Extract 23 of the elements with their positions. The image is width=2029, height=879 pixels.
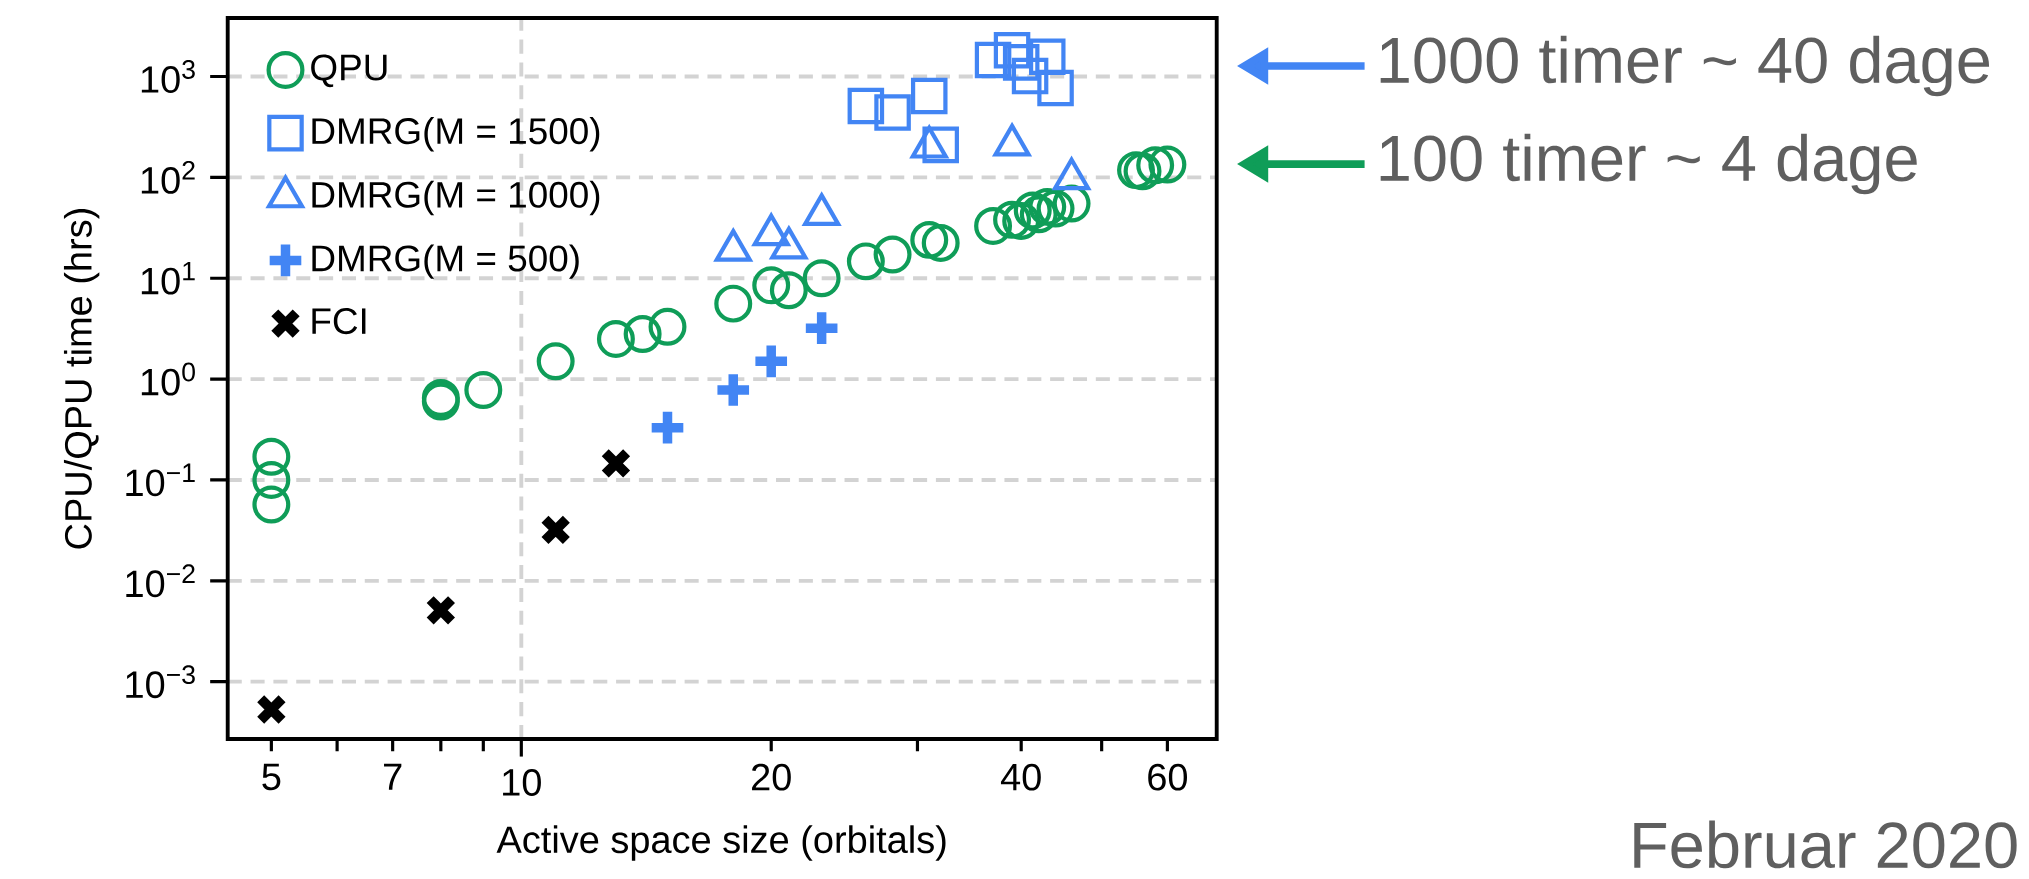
- legend-label: FCI: [312, 308, 366, 335]
- y-tick-label: 10$^{0}$: [141, 362, 195, 396]
- x-tick-label: 60: [1148, 763, 1188, 791]
- y-tick-label: 10$^{1}$: [141, 261, 195, 295]
- x-tick-label: 7: [384, 763, 402, 790]
- y-tick-label: 10$^{−3}$: [126, 665, 195, 699]
- x-tick-label: 10: [503, 768, 541, 796]
- x-tick-label: 20: [752, 763, 791, 791]
- y-tick-label: 10$^{−1}$: [126, 463, 195, 497]
- x-axis-title: Active space size (orbitals): [496, 825, 946, 861]
- legend-label: DMRG(M = 500): [312, 244, 579, 279]
- text: 1000 timer ~ 40 dage: [1380, 35, 1990, 97]
- legend-label: DMRG(M = 1000): [312, 180, 600, 216]
- legend-label: QPU: [311, 54, 387, 88]
- x-tick-label: 5: [262, 763, 281, 791]
- y-tick-label: 10$^{3}$: [141, 60, 195, 93]
- text: Februar 2020: [1634, 820, 2017, 869]
- y-axis-title: CPU/QPU time (hrs): [63, 209, 100, 549]
- y-tick-label: 10$^{−2}$: [126, 564, 195, 598]
- x-tick-label: 40: [1000, 763, 1041, 791]
- y-tick-label: 10$^{2}$: [141, 160, 195, 194]
- text: 100 timer ~ 4 dage: [1380, 133, 1917, 195]
- legend-label: DMRG(M = 1500): [312, 117, 600, 152]
